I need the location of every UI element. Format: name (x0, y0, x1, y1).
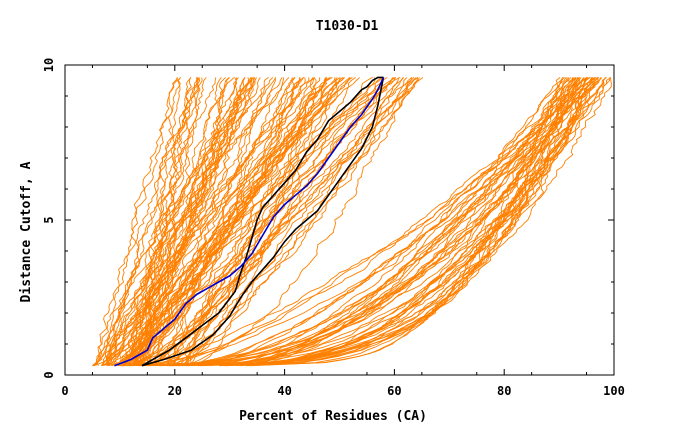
model-curve (118, 77, 201, 366)
model-curve (178, 77, 576, 367)
model-curve (129, 77, 333, 366)
model-curve (93, 77, 227, 367)
model-curve (225, 77, 580, 367)
model-curve (92, 77, 276, 367)
model-curve (246, 77, 561, 367)
model-curve (159, 77, 587, 367)
model-curve (226, 77, 568, 367)
model-curve (186, 77, 579, 367)
x-tick-label: 60 (387, 384, 401, 398)
highlighted-curves (114, 76, 385, 367)
model-curve (246, 77, 581, 367)
chart-title: T1030-D1 (316, 19, 379, 34)
model-curve (138, 77, 385, 366)
model-curve (127, 77, 235, 366)
model-curve (123, 77, 396, 367)
model-curve (173, 77, 345, 366)
model-curve (105, 77, 274, 366)
model-curve (155, 77, 420, 367)
y-tick-label: 0 (42, 371, 56, 378)
model-curve (149, 77, 582, 367)
model-curve (95, 77, 178, 366)
x-tick-label: 20 (168, 384, 182, 398)
model-curve (162, 77, 596, 367)
model-curve (120, 77, 315, 367)
model-curve (135, 77, 351, 366)
highlight-curve (114, 77, 385, 367)
x-tick-label: 0 (61, 384, 68, 398)
model-curve (224, 77, 565, 367)
model-curve (186, 77, 385, 366)
model-curve (246, 77, 597, 367)
model-curve (93, 77, 256, 367)
model-curve (129, 77, 593, 367)
model-curve (106, 77, 178, 366)
model-curve (111, 77, 301, 367)
model-curve (225, 77, 611, 367)
highlight-curve (141, 76, 384, 367)
model-curve (197, 77, 567, 367)
model-curve (166, 77, 353, 366)
model-curve (132, 77, 253, 366)
model-curve (131, 77, 393, 367)
model-curve (252, 77, 591, 367)
model-curve (154, 77, 419, 366)
x-tick-label: 40 (277, 384, 291, 398)
model-curve (248, 77, 606, 367)
model-curves (92, 76, 612, 367)
model-curve (178, 77, 415, 367)
model-curve (100, 77, 192, 366)
model-curve (105, 77, 201, 366)
axis-ticks: 0 20 40 60 80 100 0 5 10 (42, 58, 625, 398)
model-curve (144, 77, 201, 366)
model-curve (126, 77, 601, 367)
model-curve (123, 77, 314, 366)
y-axis-label: Distance Cutoff, A (19, 161, 34, 302)
model-curve (121, 77, 593, 367)
x-tick-label: 100 (603, 384, 625, 398)
model-curve (141, 77, 310, 366)
model-curve (122, 77, 238, 366)
model-curve (134, 77, 336, 366)
highlight-curve (141, 77, 385, 367)
model-curve (218, 77, 570, 367)
model-curve (95, 77, 255, 366)
y-tick-label: 10 (42, 58, 56, 72)
model-curve (93, 77, 230, 367)
y-tick-label: 5 (42, 216, 56, 223)
model-curve (110, 77, 331, 366)
model-curve (107, 77, 269, 367)
model-curve (165, 77, 589, 367)
model-curve (121, 77, 246, 366)
model-curve (154, 77, 361, 366)
model-curve (136, 77, 603, 367)
model-curve (139, 77, 222, 366)
model-curve (117, 77, 230, 367)
model-curve (101, 77, 331, 367)
model-curve (141, 77, 305, 366)
model-curve (143, 77, 594, 367)
model-curve (188, 77, 599, 367)
model-curve (107, 77, 283, 366)
model-curve (151, 77, 388, 367)
model-curve (137, 77, 573, 367)
x-axis-label: Percent of Residues (CA) (239, 409, 427, 424)
model-curve (147, 77, 404, 367)
model-curve (136, 77, 182, 367)
x-tick-label: 80 (497, 384, 511, 398)
model-curve (173, 77, 285, 366)
